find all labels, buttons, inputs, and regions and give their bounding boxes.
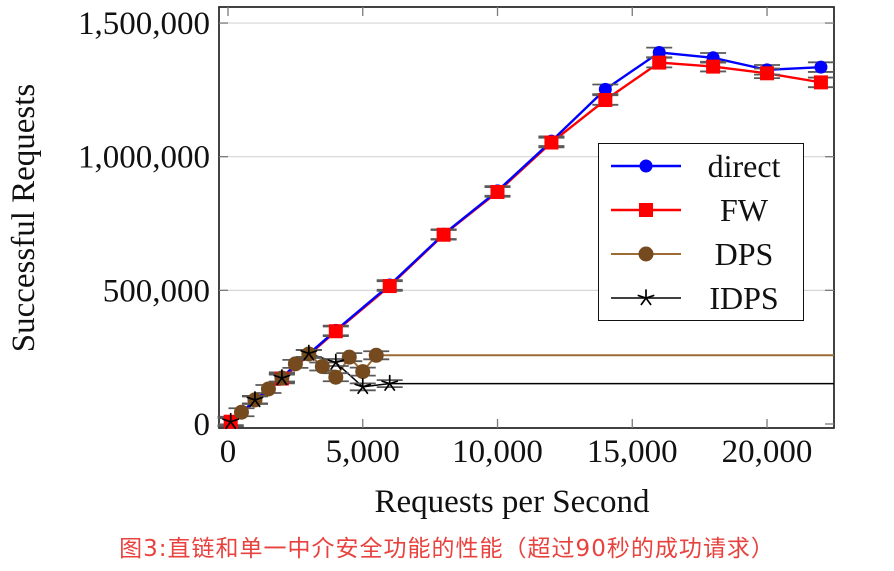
IDPS-marker [300,344,318,361]
legend-label-fw: FW [720,192,768,228]
series-layer [217,45,834,430]
legend-label-idps: IDPS [709,280,779,316]
DPS-marker [287,356,303,372]
x-tick-label: 15,000 [587,434,678,470]
FW-marker [652,55,667,70]
DPS-marker [341,349,357,365]
FW-marker [382,279,397,294]
direct-marker [639,159,653,173]
x-tick-label: 10,000 [452,434,543,470]
y-tick-label: 0 [194,407,211,443]
DPS-marker [260,381,276,397]
x-axis-label: Requests per Second [375,484,650,520]
DPS-marker [355,364,371,380]
legend-item-idps: IDPS [599,276,803,320]
FW-marker [598,93,613,108]
x-tick-label: 0 [220,434,237,470]
FW-marker [639,203,653,217]
IDPS-marker [637,289,655,306]
direct-line [229,51,821,423]
legend-item-fw: FW [599,188,803,232]
IDPS-marker [222,412,240,430]
y-tick-label: 1,500,000 [78,6,210,42]
IDPS-marker [327,353,345,370]
DPS-marker [638,246,654,262]
direct-marker [598,82,612,96]
legend-sample-dps-icon [611,246,681,262]
x-tick-label: 5,000 [326,434,400,470]
figure-caption: 图3:直链和单一中介安全功能的性能（超过90秒的成功请求） [119,536,775,562]
IDPS-marker [246,391,264,408]
FW-marker [490,184,505,199]
legend-sample-fw-icon [611,203,681,217]
DPS-marker [328,369,344,385]
marker-layer [222,45,828,430]
performance-chart: 0 5,000 10,000 15,000 20,000 0 500,000 1,000,00… [6,6,835,520]
plot-border [218,6,835,429]
legend: direct FW DPS IDPS [598,143,804,321]
x-tick-label: 20,000 [722,434,813,470]
legend-sample-idps-icon [611,289,681,306]
IDPS-marker [354,377,372,395]
chart-canvas: 0 5,000 10,000 15,000 20,000 0 500,000 1,000,00… [6,6,835,520]
DPS-marker [233,404,249,420]
FW-marker [328,324,343,339]
DPS-marker [314,359,330,375]
IDPS-marker [381,374,399,391]
DPS-marker [368,347,384,363]
FW-marker [760,66,775,81]
FW-marker [706,59,721,74]
IDPS-marker [273,369,291,386]
legend-item-direct: direct [599,144,803,188]
direct-marker [814,60,828,74]
legend-label-direct: direct [707,148,781,184]
legend-sample-direct-icon [611,159,681,173]
FW-marker [813,75,828,90]
FW-marker [436,227,451,242]
legend-item-dps: DPS [599,232,803,276]
tick-labels-layer: 0 5,000 10,000 15,000 20,000 0 500,000 1,000,00… [78,6,812,470]
y-tick-label: 500,000 [103,273,210,309]
y-axis-label: Successful Requests [6,84,42,353]
y-tick-label: 1,000,000 [78,140,210,176]
FW-marker [544,135,559,150]
legend-label-dps: DPS [714,236,774,272]
